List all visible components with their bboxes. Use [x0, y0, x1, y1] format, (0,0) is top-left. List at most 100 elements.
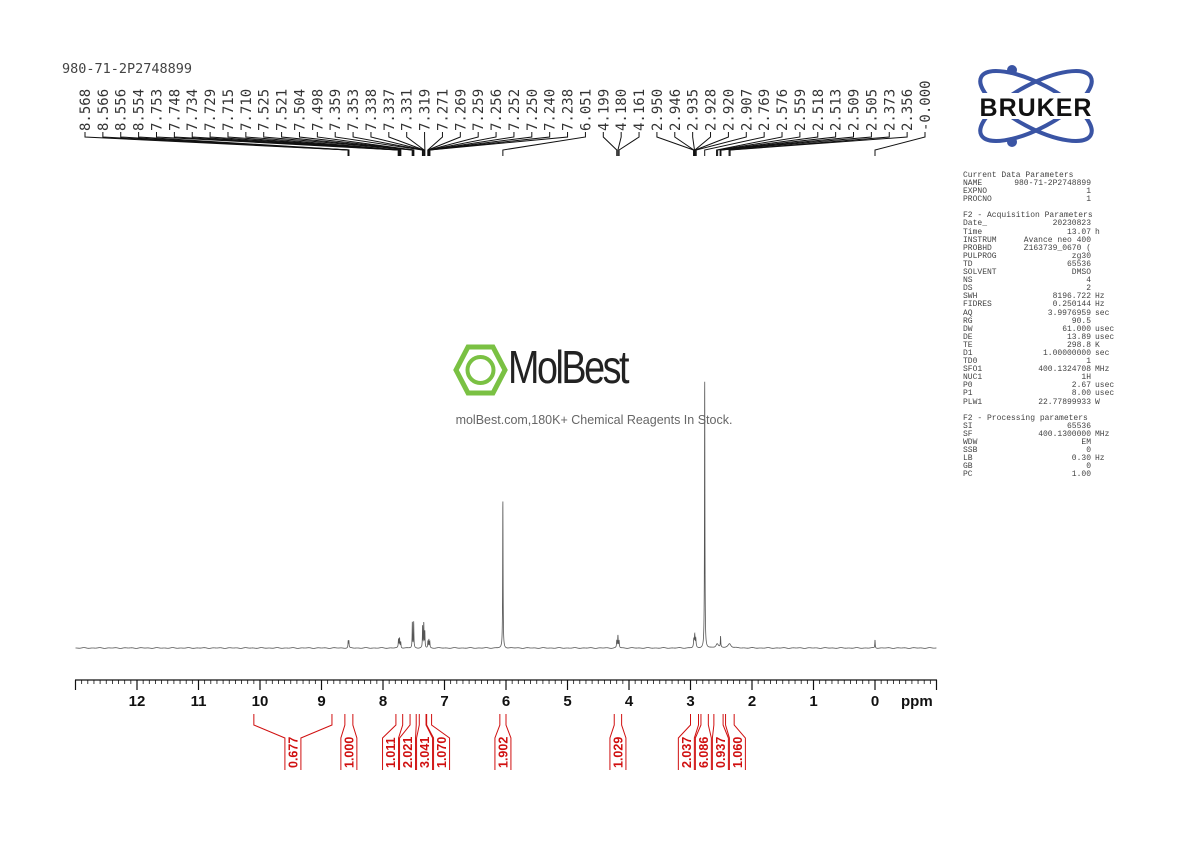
peak-leader — [704, 132, 765, 156]
param-row: NAME 980-71-2P2748899 — [963, 179, 1128, 188]
param-section-title: Current Data Parameters — [963, 171, 1074, 180]
peak-leader — [720, 132, 872, 156]
integral-bracket — [609, 714, 615, 770]
watermark-brand: MolBest — [508, 341, 630, 393]
integral: 0.677 — [253, 714, 333, 770]
param-unit: MHz — [1095, 365, 1110, 375]
integral-bracket — [621, 714, 627, 770]
tick-label: 6 — [502, 693, 510, 710]
param-unit — [1091, 471, 1095, 479]
peak-label: 7.504 — [292, 89, 308, 131]
param-row: SWH 8196.722 Hz — [963, 293, 1128, 301]
tick-label: 11 — [191, 693, 207, 710]
param-row: SF 400.1300000 MHz — [963, 430, 1128, 439]
param-value: 1.00 — [1071, 470, 1091, 480]
param-unit: W — [1095, 397, 1100, 407]
integral-bracket — [431, 714, 451, 770]
peak-leader — [729, 132, 908, 156]
param-value: 65536 — [1066, 259, 1091, 269]
integral-value: 1.060 — [731, 737, 745, 768]
integral-bracket — [677, 714, 691, 770]
integral-bracket — [426, 714, 435, 770]
param-value: 2 — [1086, 284, 1091, 294]
param-name: PROCNO — [963, 195, 992, 205]
peak-label: -0.000 — [918, 80, 934, 131]
integral-bracket — [382, 714, 397, 770]
peak-label: 6.051 — [578, 89, 594, 131]
integral-value: 1.000 — [342, 737, 356, 768]
tick-label: 7 — [440, 693, 448, 710]
param-row: D1 1.00000000 sec — [963, 348, 1128, 358]
integral-bracket — [352, 714, 358, 770]
integral: 1.060 — [725, 714, 746, 770]
integral-bracket — [425, 714, 434, 770]
param-name: SSB — [963, 446, 978, 455]
param-name: D1 — [963, 348, 973, 358]
tick-label: 9 — [317, 693, 325, 710]
peak-label: 2.928 — [704, 89, 720, 131]
param-row: SOLVENT DMSO — [963, 268, 1128, 277]
peak-leader — [281, 132, 413, 156]
param-value: 0 — [1086, 446, 1091, 455]
peak-label: 2.576 — [775, 89, 791, 131]
peak-leader — [874, 132, 926, 156]
peak-label: 2.559 — [793, 89, 809, 131]
peak-label: 7.734 — [185, 89, 201, 131]
param-row: PC 1.00 — [963, 471, 1128, 479]
integral-bracket — [340, 714, 346, 770]
param-value: 4 — [1086, 276, 1091, 286]
integral-value: 3.041 — [418, 737, 432, 768]
integral-bracket — [399, 714, 411, 770]
peak-leader — [209, 132, 401, 156]
peak-label: 7.359 — [328, 89, 344, 131]
peak-label: 2.373 — [882, 89, 898, 131]
integral: 1.070 — [426, 714, 451, 770]
peak-label: 7.240 — [543, 89, 559, 131]
param-name: GB — [963, 462, 973, 472]
x-axis-label: ppm — [901, 693, 933, 710]
integral-bracket — [494, 714, 501, 770]
param-row: P0 2.67 usec — [963, 382, 1128, 390]
param-row: PROCNO 1 — [963, 196, 1128, 204]
param-name: INSTRUM — [963, 235, 997, 245]
param-row: LB 0.30 Hz — [963, 454, 1128, 463]
param-row: TE 298.8 K — [963, 341, 1128, 350]
peak-label: 4.161 — [632, 89, 648, 131]
integrals: 0.677 1.000 1.011 2.021 3.041 1.070 1.902 1.029… — [253, 714, 746, 770]
integral-value: 2.037 — [680, 737, 694, 768]
param-unit: Hz — [1095, 300, 1105, 310]
param-unit — [1091, 277, 1095, 285]
param-name: Date_ — [963, 219, 988, 229]
integral-value: 1.011 — [384, 737, 398, 768]
integral: 1.902 — [494, 714, 512, 770]
param-row: SSB 0 — [963, 446, 1128, 455]
param-value: 8196.722 — [1052, 292, 1091, 302]
param-section: F2 - Acquisition Parameters Date_ 20230823… — [963, 212, 1128, 406]
bruker-logo-text: BRUKER — [980, 94, 1093, 122]
param-section: F2 - Processing parameters SI 65536 SF 400.1… — [963, 414, 1128, 480]
peak-label: 2.950 — [650, 89, 666, 131]
integral: 0.937 — [711, 714, 729, 770]
peak-leader — [102, 132, 349, 156]
peak-label: 8.554 — [132, 89, 148, 131]
integral: 6.086 — [694, 714, 712, 770]
peak-label: 7.710 — [239, 89, 255, 131]
tick-label: 10 — [252, 693, 269, 710]
param-name: PLW1 — [963, 397, 983, 407]
peak-label: 2.513 — [829, 89, 845, 131]
param-name: P1 — [963, 389, 973, 399]
param-unit — [1091, 245, 1095, 253]
param-row: WDW EM — [963, 438, 1128, 447]
integral-value: 0.937 — [714, 737, 728, 768]
param-row: NS 4 — [963, 277, 1128, 285]
param-name: DE — [963, 332, 973, 342]
watermark-tagline: molBest.com,180K+ Chemical Reagents In S… — [455, 413, 733, 427]
param-value: 1 — [1086, 195, 1091, 205]
peak-label: 8.568 — [78, 89, 94, 131]
peak-label: 7.753 — [149, 89, 165, 131]
tick-label: 2 — [748, 693, 756, 710]
param-value: 13.89 — [1066, 332, 1091, 342]
peak-leader — [728, 132, 890, 156]
param-unit: sec — [1095, 348, 1110, 358]
peak-label: 7.353 — [346, 89, 362, 131]
